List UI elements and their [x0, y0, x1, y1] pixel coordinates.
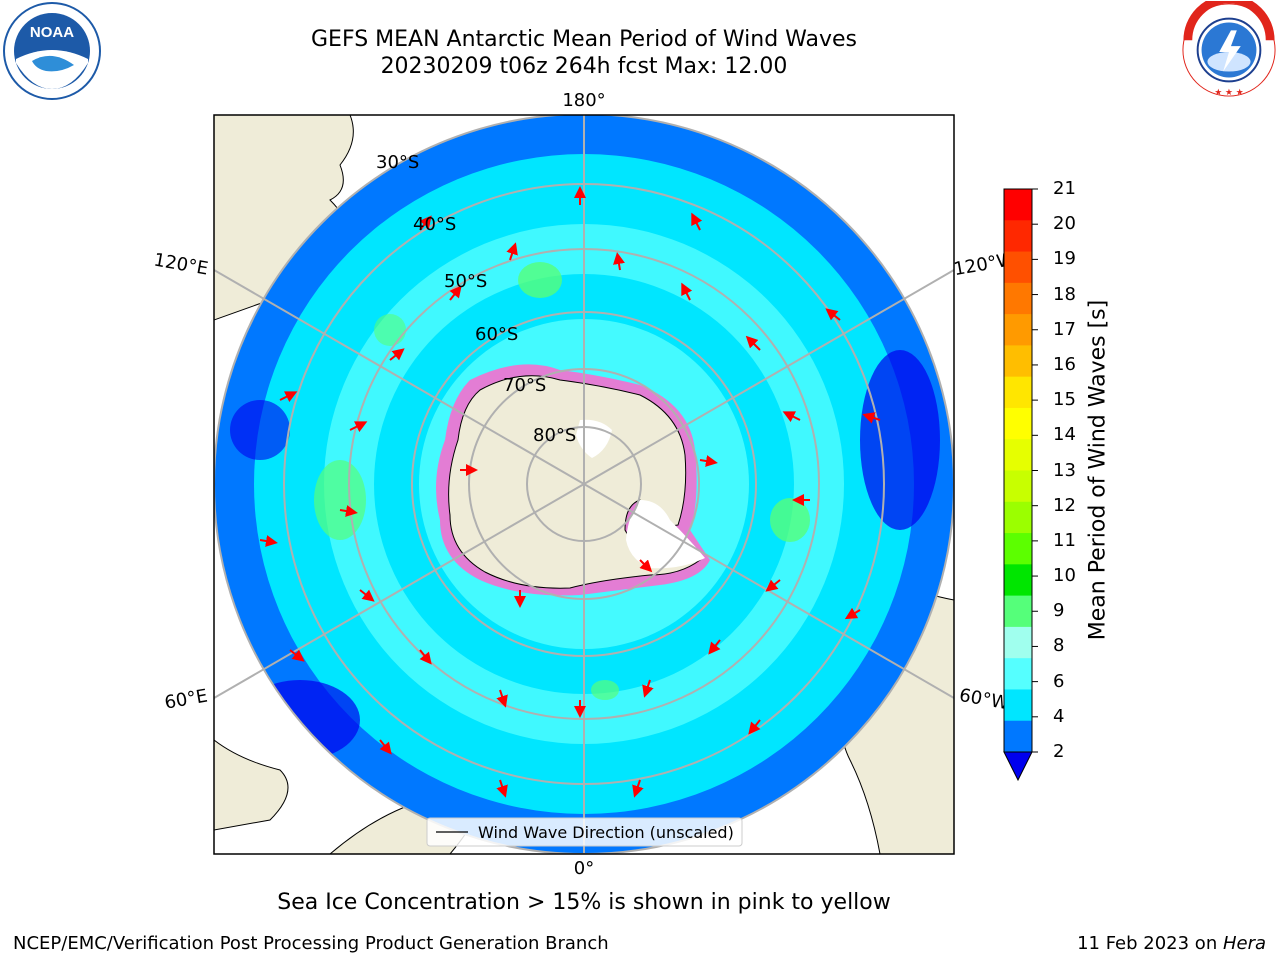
legend-label: Wind Wave Direction (unscaled)	[478, 823, 734, 842]
lon-label-60e: 60°E	[163, 685, 209, 713]
colorbar-tick-label: 17	[1053, 318, 1076, 340]
colorbar-segment	[1004, 564, 1032, 597]
colorbar-title: Mean Period of Wind Waves [s]	[1085, 299, 1111, 641]
colorbar-segment	[1004, 626, 1032, 659]
lon-label-60w: 60°W	[958, 685, 1011, 714]
nws-logo-icon: ★ ★ ★	[1181, 1, 1277, 98]
colorbar-segment	[1004, 282, 1032, 315]
colorbar-tick-label: 8	[1053, 635, 1065, 657]
colorbar-segment	[1004, 345, 1032, 378]
lat-label-70s: 70°S	[503, 375, 546, 396]
footer-credit: NCEP/EMC/Verification Post Processing Pr…	[13, 933, 609, 954]
colorbar-tick-label: 13	[1053, 459, 1076, 481]
colorbar-frame	[1003, 188, 1033, 753]
wind-wave-arrows	[259, 186, 881, 798]
lon-label-180: 180°	[562, 90, 605, 111]
lat-label-50s: 50°S	[444, 271, 487, 292]
colorbar-segment	[1004, 658, 1032, 690]
colorbar-segment	[1004, 220, 1032, 253]
lat-label-30s: 30°S	[376, 152, 419, 173]
lon-label-0: 0°	[574, 858, 594, 879]
colorbar-segment	[1004, 470, 1032, 503]
footer-date: 11 Feb 2023 on Hera	[1077, 933, 1266, 954]
footer-host: Hera	[1222, 933, 1266, 954]
colorbar	[1004, 188, 1038, 753]
colorbar-segment	[1004, 439, 1032, 471]
colorbar-segment	[1004, 376, 1032, 409]
colorbar-segment	[1004, 314, 1032, 346]
colorbar-tick-label: 16	[1053, 353, 1076, 375]
colorbar-segment	[1004, 251, 1032, 284]
colorbar-segment	[1004, 595, 1032, 628]
map-legend: Wind Wave Direction (unscaled)	[426, 817, 743, 847]
colorbar-underflow	[1003, 751, 1033, 782]
colorbar-segment	[1004, 189, 1032, 221]
colorbar-tick-label: 6	[1053, 670, 1065, 692]
chart-title: GEFS MEAN Antarctic Mean Period of Wind …	[311, 27, 857, 52]
colorbar-tick-label: 18	[1053, 283, 1076, 305]
colorbar-tick-label: 10	[1053, 565, 1076, 587]
colorbar-tick-label: 14	[1053, 424, 1076, 446]
colorbar-segment	[1004, 407, 1032, 440]
colorbar-tick-label: 4	[1053, 705, 1065, 727]
sea-ice-note: Sea Ice Concentration > 15% is shown in …	[277, 890, 891, 915]
colorbar-tick-label: 21	[1053, 178, 1076, 199]
colorbar-tick-label: 12	[1053, 494, 1076, 516]
colorbar-tick-label: 20	[1053, 213, 1076, 235]
lat-label-60s: 60°S	[475, 324, 518, 345]
colorbar-tick-label: 11	[1053, 529, 1076, 551]
colorbar-tick-label: 9	[1053, 600, 1065, 622]
colorbar-segment	[1004, 689, 1032, 722]
africa-land	[214, 739, 289, 831]
lon-label-120e: 120°E	[152, 249, 210, 279]
colorbar-tick-label: 19	[1053, 248, 1076, 270]
colorbar-segment	[1004, 720, 1032, 753]
svg-text:★ ★ ★: ★ ★ ★	[1214, 88, 1243, 98]
colorbar-tick-label: 2	[1053, 741, 1065, 762]
noaa-logo-icon: NOAA	[3, 2, 101, 100]
svg-text:NOAA: NOAA	[30, 24, 74, 41]
chart-subtitle: 20230209 t06z 264h fcst Max: 12.00	[380, 54, 788, 79]
graticule	[214, 115, 954, 854]
colorbar-tick-label: 15	[1053, 389, 1076, 411]
colorbar-segment	[1004, 533, 1032, 565]
lat-label-40s: 40°S	[413, 214, 456, 235]
ice-shelf-white	[626, 500, 705, 569]
lat-label-80s: 80°S	[533, 425, 576, 446]
colorbar-segment	[1004, 501, 1032, 534]
